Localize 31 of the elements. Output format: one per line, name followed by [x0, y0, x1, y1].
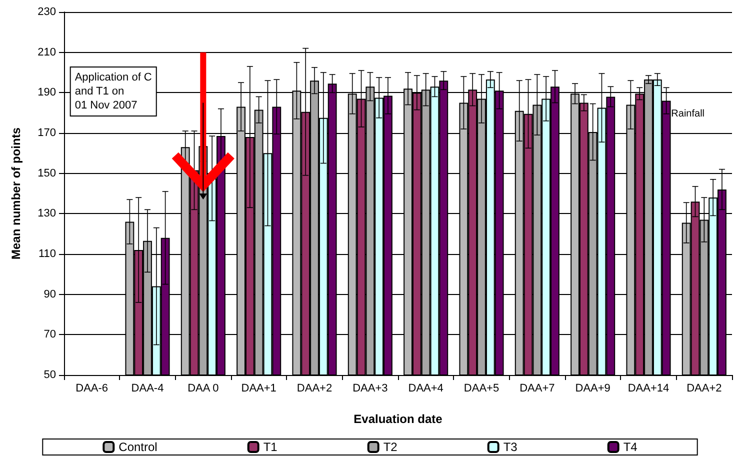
legend-label: Control — [118, 440, 158, 454]
legend-label: T4 — [623, 440, 638, 454]
y-tick-label: 230 — [38, 6, 56, 18]
x-tick-label: DAA-4 — [131, 382, 164, 394]
annotation: Application of C and T1 on 01 Nov 2007 — [74, 71, 152, 112]
x-tick-label: DAA+1 — [241, 382, 276, 394]
y-tick-label: 130 — [38, 208, 56, 220]
y-tick-label: 210 — [38, 46, 56, 58]
legend-label: T2 — [383, 440, 398, 454]
y-tick-label: 90 — [44, 288, 56, 300]
y-tick-label: 110 — [38, 248, 56, 260]
x-tick-label: DAA+14 — [628, 382, 670, 394]
x-tick-label: DAA+5 — [464, 382, 500, 394]
x-tick-label: DAA-6 — [76, 382, 108, 394]
y-tick-label: 70 — [44, 328, 56, 341]
x-tick-label: DAA+7 — [520, 382, 555, 394]
annotation: Rainfall — [671, 108, 705, 120]
x-axis-title: Evaluation date — [354, 412, 443, 426]
y-tick-label: 150 — [38, 167, 56, 180]
legend-label: T3 — [503, 440, 518, 454]
x-tick-label: DAA+2 — [296, 382, 332, 394]
x-tick-label: DAA+3 — [352, 382, 388, 394]
y-tick-label: 190 — [38, 86, 56, 99]
x-tick-label: DAA 0 — [188, 382, 219, 394]
y-axis-title: Mean number of points — [9, 127, 23, 260]
y-tick-label: 170 — [38, 127, 56, 139]
y-tick-label: 50 — [44, 369, 56, 381]
x-tick-label: DAA+4 — [408, 382, 444, 394]
legend-label: T1 — [263, 440, 278, 454]
x-tick-label: DAA+9 — [575, 382, 610, 394]
x-tick-label: DAA+2 — [686, 382, 722, 394]
